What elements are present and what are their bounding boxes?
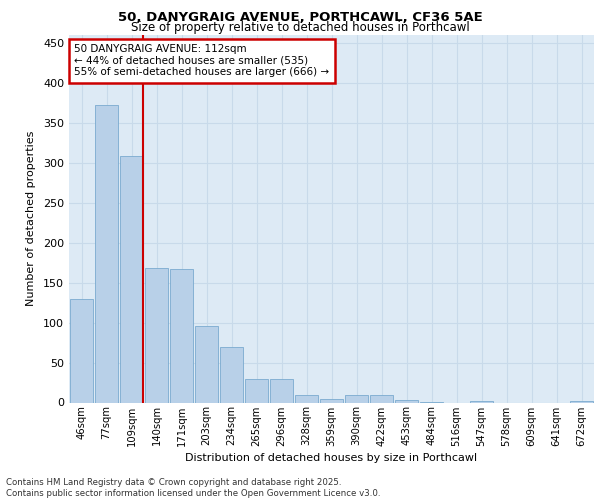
Bar xyxy=(245,378,268,402)
Bar xyxy=(70,300,93,403)
Text: 50 DANYGRAIG AVENUE: 112sqm
← 44% of detached houses are smaller (535)
55% of se: 50 DANYGRAIG AVENUE: 112sqm ← 44% of det… xyxy=(74,44,329,78)
Y-axis label: Number of detached properties: Number of detached properties xyxy=(26,131,36,306)
Bar xyxy=(170,269,193,402)
Bar xyxy=(570,401,593,402)
Bar xyxy=(470,401,493,402)
Bar xyxy=(345,396,368,402)
Text: Size of property relative to detached houses in Porthcawl: Size of property relative to detached ho… xyxy=(131,21,469,34)
Text: Contains HM Land Registry data © Crown copyright and database right 2025.
Contai: Contains HM Land Registry data © Crown c… xyxy=(6,478,380,498)
Bar xyxy=(120,156,143,402)
Bar xyxy=(270,378,293,402)
Bar xyxy=(145,268,168,402)
Bar xyxy=(195,326,218,402)
Bar xyxy=(295,394,318,402)
Bar xyxy=(95,106,118,403)
Bar xyxy=(395,400,418,402)
Text: 50, DANYGRAIG AVENUE, PORTHCAWL, CF36 5AE: 50, DANYGRAIG AVENUE, PORTHCAWL, CF36 5A… xyxy=(118,11,482,24)
Bar xyxy=(220,348,243,403)
X-axis label: Distribution of detached houses by size in Porthcawl: Distribution of detached houses by size … xyxy=(185,452,478,462)
Bar xyxy=(370,396,393,402)
Bar xyxy=(320,398,343,402)
